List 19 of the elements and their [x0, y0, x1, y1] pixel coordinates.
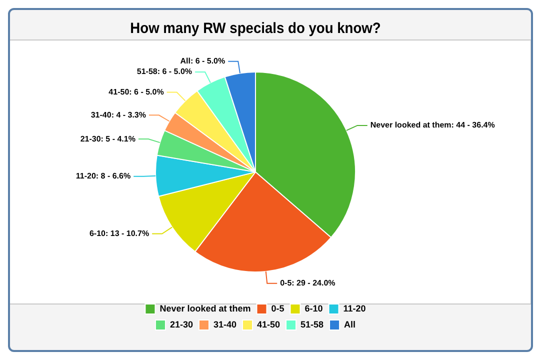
legend-label: 11-20: [343, 303, 366, 314]
legend-label: 41-50: [257, 319, 280, 330]
legend-label: All: [344, 319, 356, 330]
data-label: Never looked at them: 44 - 36.4%: [370, 120, 495, 130]
chart-title: How many RW specials do you know?: [130, 20, 381, 38]
data-label: 21-30: 5 - 4.1%: [80, 134, 136, 144]
legend-label: 31-40: [213, 319, 237, 330]
legend-label: 0-5: [271, 303, 284, 314]
legend-label: 51-58: [300, 319, 324, 330]
legend-label: 21-30: [170, 319, 193, 330]
legend-label: Never looked at them: [160, 303, 251, 314]
legend-label: 6-10: [304, 303, 323, 314]
data-label: 31-40: 4 - 3.3%: [90, 110, 146, 120]
data-label: 11-20: 8 - 6.6%: [76, 172, 131, 181]
data-label: 41-50: 6 - 5.0%: [108, 87, 164, 96]
data-label: 0-5: 29 - 24.0%: [280, 278, 336, 288]
data-label: 51-58: 6 - 5.0%: [136, 67, 192, 76]
data-label: All: 6 - 5.0%: [180, 56, 226, 66]
data-label: 6-10: 13 - 10.7%: [89, 228, 150, 238]
